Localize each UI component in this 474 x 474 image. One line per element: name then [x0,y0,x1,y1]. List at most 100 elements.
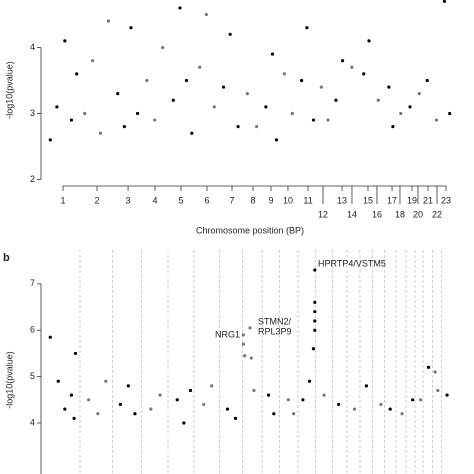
data-point [252,388,256,393]
x-tick-label: 2 [94,195,99,205]
x-tick-label: 3 [126,195,131,205]
data-point [419,398,423,402]
data-point [255,125,259,129]
data-point [212,105,216,109]
data-point [161,45,165,50]
data-point [198,65,202,69]
data-point [118,402,122,407]
data-point [202,402,206,407]
data-point [434,118,439,122]
x-tick-label: 15 [363,195,373,205]
data-point [442,0,447,3]
annotation: HPRTP4/VSTM5 [318,258,386,268]
data-point [228,32,232,36]
data-point [411,398,415,402]
data-point [290,111,294,116]
data-point [274,138,279,142]
x-tick-label: 20 [413,209,423,219]
x-tick-label: 17 [387,195,397,205]
data-point [313,319,317,323]
data-point [388,407,392,411]
data-point [83,111,87,116]
data-point [313,310,317,314]
data-point [282,72,286,76]
data-point [145,78,149,83]
data-point [399,111,403,116]
data-point [116,92,120,96]
data-point [417,92,421,96]
data-point [249,356,253,360]
data-point [233,416,238,420]
data-point [400,412,404,416]
data-point [96,412,100,416]
data-point [270,52,275,56]
data-point [245,92,249,96]
x-tick-label: 22 [432,209,442,219]
annotation: NRG1 [215,329,240,339]
data-point [48,335,52,339]
x-tick-label: 6 [205,195,210,205]
x-tick-label: 19 [407,195,417,205]
data-point [190,131,194,135]
data-point [122,125,126,129]
data-point [337,402,341,407]
y-tick-label: 7 [30,278,35,288]
data-point [153,118,157,122]
data-point [73,351,78,356]
data-point [69,393,74,397]
y-tick-label: 2 [30,174,35,184]
data-point [72,416,76,420]
data-point [387,85,391,89]
data-point [171,98,175,102]
data-point [63,407,67,411]
x-tick-label: 9 [269,195,274,205]
data-point [241,333,245,337]
data-point [319,85,324,89]
x-tick-label: 14 [347,209,357,219]
data-point [184,78,189,83]
data-point [301,398,305,402]
x-tick-label: 10 [283,195,293,205]
data-point [135,111,140,116]
data-point [326,118,330,122]
data-point [376,98,380,102]
data-point [149,407,153,411]
data-point [55,105,59,109]
data-point [292,412,296,416]
data-point [311,118,316,122]
data-point [188,388,193,393]
data-point [313,300,317,305]
data-point [425,78,429,83]
data-point [311,347,316,351]
x-tick-label: 7 [230,195,235,205]
x-tick-label: 23 [441,195,451,205]
data-point [75,72,79,76]
data-point [286,398,290,402]
y-axis-title: -log10(pvalue) [4,61,14,119]
data-point [178,6,182,10]
data-point [48,138,52,142]
y-tick-label: 6 [30,325,35,335]
data-point [236,125,240,129]
data-point [272,412,276,416]
x-tick-label: 8 [251,195,256,205]
x-tick-label: 4 [153,195,158,205]
data-point [313,268,317,272]
data-point [307,379,312,383]
data-point [448,111,452,116]
annotation: STMN2/ [258,316,292,326]
x-tick-label: 13 [337,195,347,205]
data-point [129,26,133,30]
data-point [362,72,366,76]
data-point [221,85,226,89]
y-tick-label: 4 [30,42,35,52]
data-point [379,402,383,407]
y-tick-label: 3 [30,108,35,118]
data-point [445,393,449,397]
data-point [322,393,326,397]
data-point [87,398,91,402]
x-tick-label: 5 [178,195,183,205]
data-point [225,407,230,411]
data-point [313,328,317,332]
x-tick-label: 11 [303,195,312,205]
